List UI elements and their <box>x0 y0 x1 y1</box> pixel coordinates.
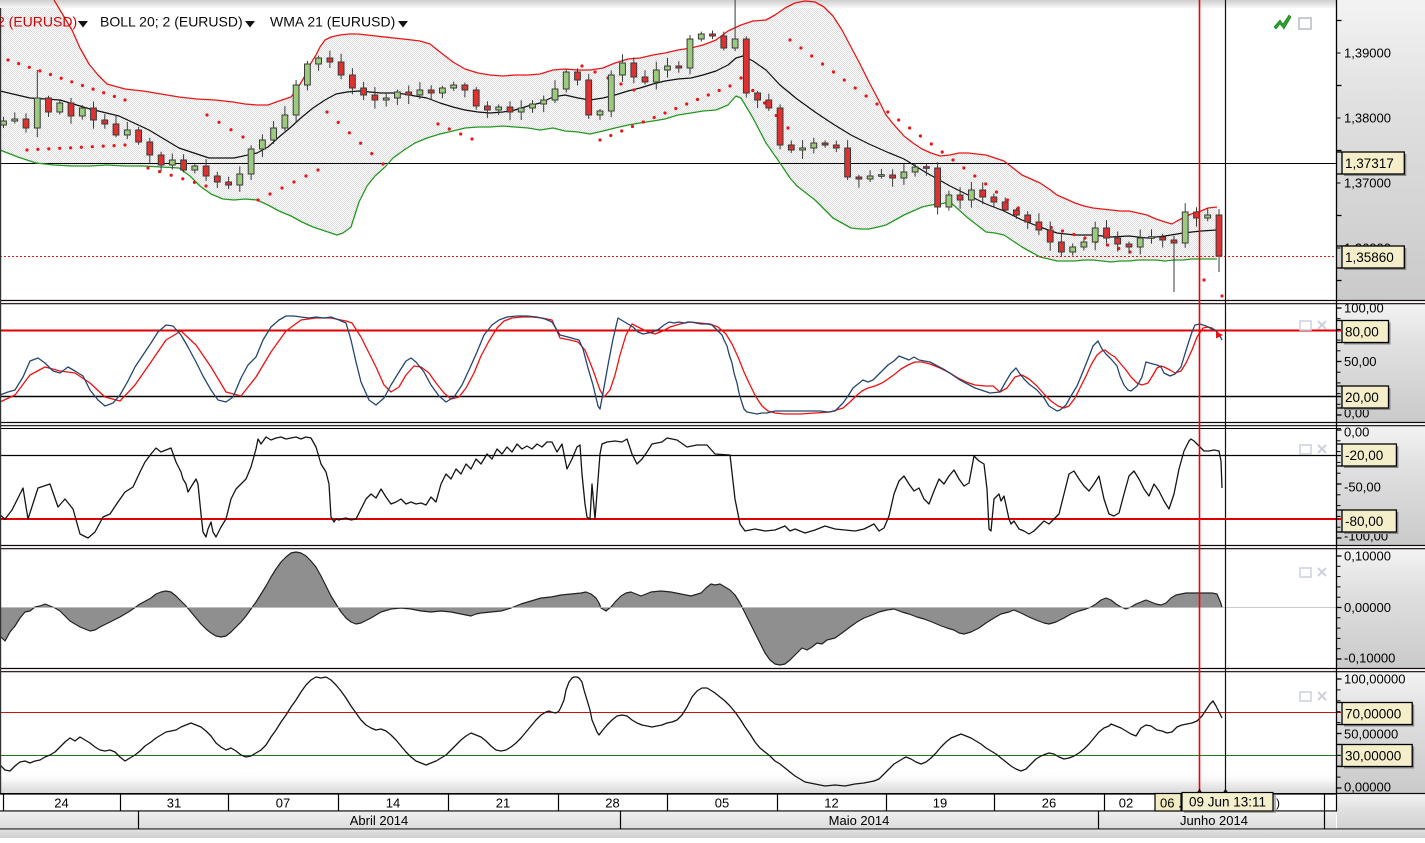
svg-text:21: 21 <box>496 796 510 811</box>
svg-text:02: 02 <box>1119 796 1133 811</box>
svg-text:05: 05 <box>715 796 729 811</box>
svg-text:-80,00: -80,00 <box>1345 514 1383 529</box>
svg-text:50,00: 50,00 <box>1344 354 1377 369</box>
svg-text:0,00000: 0,00000 <box>1344 780 1391 795</box>
svg-text:50,00000: 50,00000 <box>1344 727 1398 742</box>
svg-text:70,00000: 70,00000 <box>1345 707 1401 722</box>
svg-text:80,00: 80,00 <box>1345 325 1379 340</box>
svg-text:28: 28 <box>605 796 619 811</box>
svg-text:WMA 21 (EURUSD): WMA 21 (EURUSD) <box>270 14 395 30</box>
svg-text:Maio 2014: Maio 2014 <box>829 813 890 828</box>
svg-text:Junho 2014: Junho 2014 <box>1180 813 1248 828</box>
svg-text:-20,00: -20,00 <box>1345 448 1383 463</box>
svg-text:30,00000: 30,00000 <box>1345 749 1401 764</box>
svg-text:06 .: 06 . <box>1160 796 1182 811</box>
svg-text:Abril 2014: Abril 2014 <box>350 813 409 828</box>
svg-text:19: 19 <box>933 796 947 811</box>
svg-text:-0,10000: -0,10000 <box>1344 651 1395 666</box>
svg-text:1,37000: 1,37000 <box>1344 176 1391 191</box>
svg-text:09 Jun 13:11: 09 Jun 13:11 <box>1189 795 1266 810</box>
svg-text:100,00000: 100,00000 <box>1344 672 1405 687</box>
svg-text:12: 12 <box>824 796 838 811</box>
svg-text:26: 26 <box>1042 796 1056 811</box>
svg-text:100,00: 100,00 <box>1344 301 1384 316</box>
svg-text:): ) <box>1276 796 1280 810</box>
svg-text:20,00: 20,00 <box>1345 390 1379 405</box>
svg-text:1,35860: 1,35860 <box>1345 250 1394 265</box>
svg-text:1,38000: 1,38000 <box>1344 111 1391 126</box>
svg-text:0,10000: 0,10000 <box>1344 549 1391 564</box>
svg-text:14: 14 <box>386 796 400 811</box>
svg-text:-50,00: -50,00 <box>1344 480 1381 495</box>
svg-text:31: 31 <box>167 796 181 811</box>
svg-text:24: 24 <box>54 796 68 811</box>
svg-text:1,37317: 1,37317 <box>1345 156 1394 171</box>
svg-text:07: 07 <box>276 796 290 811</box>
svg-text:0,00: 0,00 <box>1344 425 1369 440</box>
svg-text:1,39000: 1,39000 <box>1344 46 1391 61</box>
svg-text:BOLL 20; 2 (EURUSD): BOLL 20; 2 (EURUSD) <box>100 14 243 30</box>
svg-text:0,00000: 0,00000 <box>1344 600 1391 615</box>
svg-text:2 (EURUSD): 2 (EURUSD) <box>0 14 77 30</box>
